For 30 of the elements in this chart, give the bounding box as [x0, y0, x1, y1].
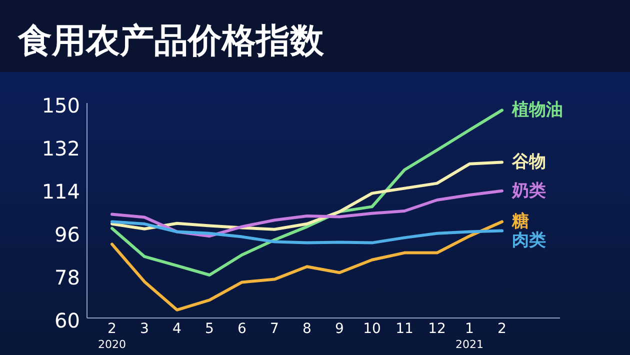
y-tick-label: 150 [42, 93, 80, 118]
x-tick-label: 10 [363, 321, 381, 337]
x-tick-label: 12021 [456, 321, 484, 351]
series-label: 糖 [511, 212, 529, 232]
x-tick-label: 6 [238, 321, 247, 337]
chart-title: 食用农产品价格指数 [17, 21, 325, 61]
series-label: 谷物 [511, 152, 546, 172]
x-tick-label: 9 [335, 321, 344, 337]
x-tick-label: 11 [396, 321, 414, 337]
x-tick-label: 7 [270, 321, 279, 337]
line-series [110, 108, 504, 276]
y-tick-label: 96 [54, 222, 80, 246]
x-tick-label: 5 [205, 321, 214, 337]
x-tick-label: 2 [498, 321, 506, 337]
line-series [110, 189, 504, 238]
x-tick-label: 22020 [98, 321, 126, 351]
x-tick-label: 8 [302, 321, 312, 337]
x-tick-label: 3 [140, 321, 149, 337]
line-series [110, 160, 504, 231]
y-tick-label: 60 [54, 308, 80, 332]
y-tick-label: 132 [42, 136, 80, 160]
line-series [110, 220, 504, 312]
series-label: 肉类 [512, 230, 546, 251]
line-series [110, 220, 504, 244]
x-tick-label: 4 [172, 321, 182, 337]
x-tick-label: 12 [428, 321, 446, 337]
y-tick-label: 78 [54, 265, 80, 290]
series-label: 植物油 [511, 100, 563, 120]
y-tick-label: 114 [42, 179, 80, 204]
series-label: 奶类 [511, 180, 546, 201]
